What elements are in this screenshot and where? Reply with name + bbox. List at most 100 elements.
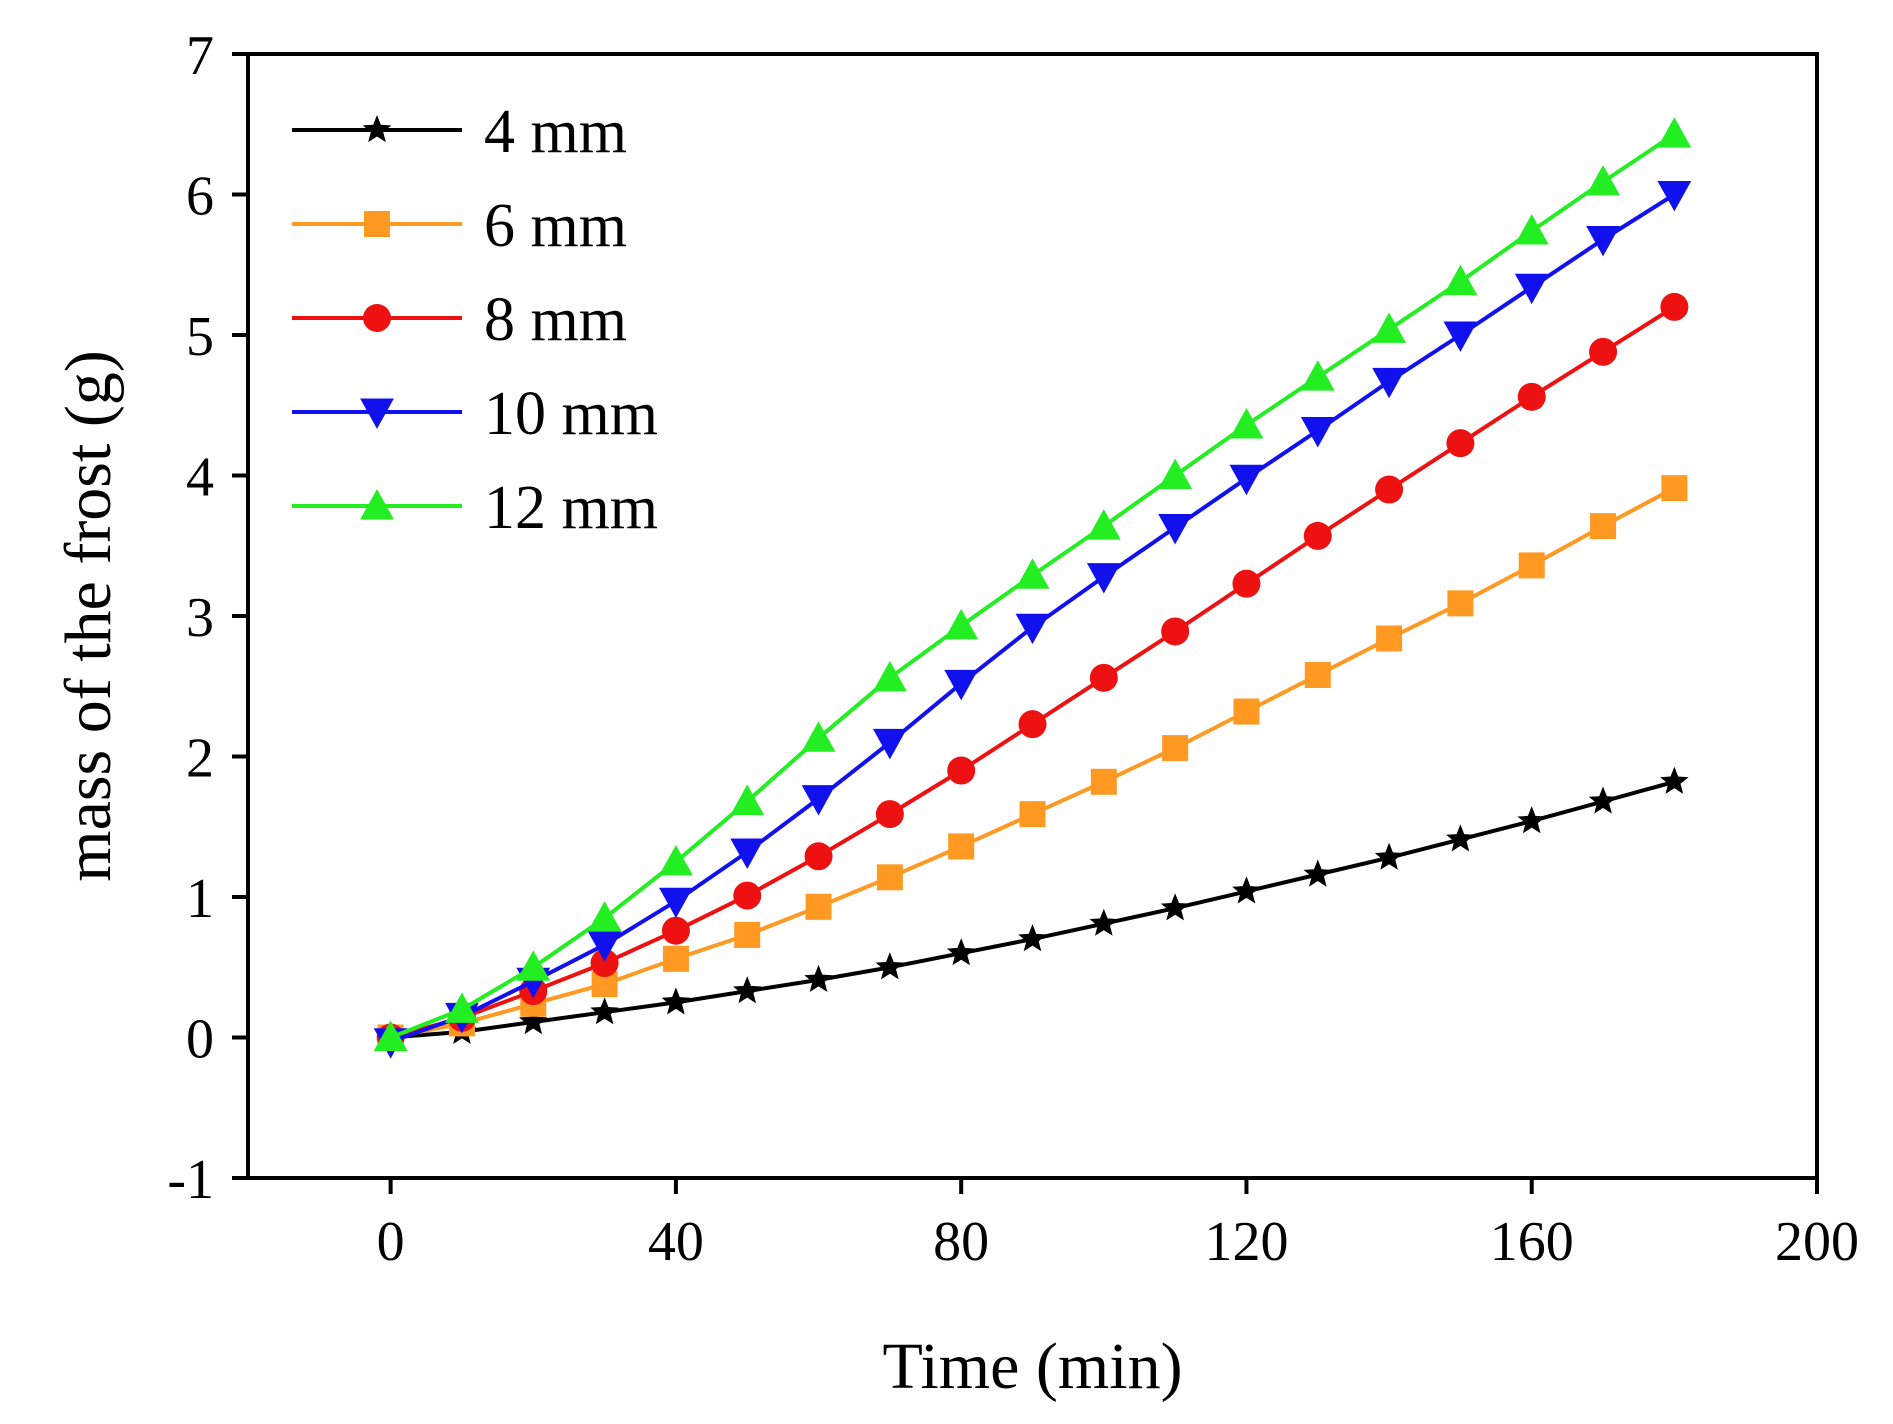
legend-label: 8 mm <box>484 286 627 354</box>
data-point-12-mm <box>1015 558 1050 589</box>
legend-label: 6 mm <box>484 192 627 260</box>
data-point-4-mm <box>1018 924 1047 952</box>
legend-marker <box>360 489 394 520</box>
data-point-8-mm <box>733 881 762 910</box>
y-tick-label: 2 <box>186 728 214 790</box>
data-point-12-mm <box>872 660 907 692</box>
data-point-6-mm <box>876 864 903 891</box>
data-point-12-mm <box>1086 509 1121 540</box>
y-axis-ticks: -1 0 1 2 3 4 5 6 7 <box>167 25 248 1211</box>
x-tick-label: 200 <box>1775 1211 1859 1273</box>
y-axis-title: mass of the frost (g) <box>52 350 125 882</box>
data-point-4-mm <box>590 997 619 1025</box>
data-point-12-mm <box>1514 214 1549 245</box>
data-point-6-mm <box>1661 475 1688 502</box>
legend-marker <box>360 398 394 429</box>
data-point-12-mm <box>659 844 693 876</box>
data-point-6-mm <box>805 893 832 920</box>
data-point-8-mm <box>1375 475 1404 504</box>
data-point-4-mm <box>1374 842 1404 870</box>
y-tick-label: -1 <box>167 1149 214 1211</box>
data-point-10-mm <box>801 785 836 816</box>
y-tick-label: 4 <box>186 447 214 509</box>
data-point-4-mm <box>519 1007 548 1035</box>
data-point-10-mm <box>587 931 622 962</box>
data-point-10-mm <box>1586 225 1620 257</box>
y-tick-label: 6 <box>186 166 214 228</box>
data-point-4-mm <box>733 976 762 1004</box>
data-series <box>373 117 1692 1059</box>
data-point-6-mm <box>1090 768 1117 795</box>
data-point-12-mm <box>1300 360 1335 391</box>
data-point-4-mm <box>1588 786 1618 814</box>
y-tick-label: 0 <box>186 1009 214 1071</box>
data-point-8-mm <box>590 949 619 978</box>
x-tick-label: 0 <box>377 1211 405 1273</box>
data-point-4-mm <box>1232 876 1261 904</box>
x-tick-label: 120 <box>1204 1211 1288 1273</box>
data-point-8-mm <box>1303 521 1332 550</box>
data-point-10-mm <box>1229 464 1264 496</box>
data-point-12-mm <box>944 608 979 640</box>
y-tick-label: 7 <box>186 25 214 87</box>
data-point-12-mm <box>1443 264 1478 296</box>
data-point-8-mm <box>1089 663 1118 692</box>
data-point-6-mm <box>734 921 761 948</box>
data-point-4-mm <box>1160 893 1190 921</box>
y-tick-label: 3 <box>186 587 214 649</box>
data-point-12-mm <box>730 784 765 815</box>
data-point-10-mm <box>1372 367 1406 399</box>
legend-label: 10 mm <box>484 380 658 448</box>
data-point-8-mm <box>1232 569 1261 598</box>
data-point-8-mm <box>1660 292 1689 321</box>
legend-item-10-mm: 10 mm <box>292 380 658 448</box>
data-point-12-mm <box>373 1020 408 1052</box>
data-point-12-mm <box>1372 312 1406 343</box>
data-point-4-mm <box>661 987 691 1015</box>
data-point-10-mm <box>659 887 693 919</box>
data-point-6-mm <box>662 945 689 972</box>
data-point-4-mm <box>804 964 833 992</box>
data-point-8-mm <box>804 842 833 871</box>
data-point-4-mm <box>946 938 976 966</box>
data-point-4-mm <box>1660 766 1689 794</box>
data-point-4-mm <box>1303 859 1332 887</box>
data-point-8-mm <box>947 756 976 785</box>
data-point-10-mm <box>1657 180 1692 212</box>
data-point-8-mm <box>1446 429 1475 458</box>
data-point-6-mm <box>1233 698 1260 725</box>
data-point-12-mm <box>587 901 622 932</box>
data-point-8-mm <box>1589 337 1618 366</box>
data-point-12-mm <box>516 950 551 981</box>
data-point-6-mm <box>1304 662 1331 689</box>
series-12-mm <box>373 117 1692 1052</box>
x-axis-ticks: 0 40 80 120 160 200 <box>377 1178 1859 1273</box>
data-point-12-mm <box>445 992 479 1023</box>
x-tick-label: 40 <box>648 1211 704 1273</box>
data-point-8-mm <box>1161 617 1190 646</box>
data-point-10-mm <box>1015 613 1050 645</box>
data-point-4-mm <box>1089 908 1119 936</box>
data-point-10-mm <box>872 728 907 760</box>
legend-marker <box>362 115 392 143</box>
legend-label: 12 mm <box>484 474 658 542</box>
data-point-10-mm <box>1158 513 1193 545</box>
series-6-mm <box>377 475 1688 1051</box>
data-point-6-mm <box>1376 625 1403 652</box>
legend-item-6-mm: 6 mm <box>292 192 627 260</box>
y-tick-label: 1 <box>186 868 214 930</box>
data-point-10-mm <box>944 669 979 701</box>
data-point-10-mm <box>730 838 765 869</box>
legend-marker <box>364 211 390 237</box>
series-10-mm <box>373 180 1692 1059</box>
data-point-8-mm <box>1517 382 1546 411</box>
x-axis-title: Time (min) <box>882 1330 1182 1403</box>
data-point-10-mm <box>1514 273 1549 305</box>
data-point-8-mm <box>875 800 904 829</box>
data-point-4-mm <box>875 952 905 980</box>
legend-marker <box>363 304 391 332</box>
data-point-12-mm <box>1586 164 1620 196</box>
data-point-6-mm <box>1162 735 1189 762</box>
data-point-6-mm <box>1590 513 1617 540</box>
